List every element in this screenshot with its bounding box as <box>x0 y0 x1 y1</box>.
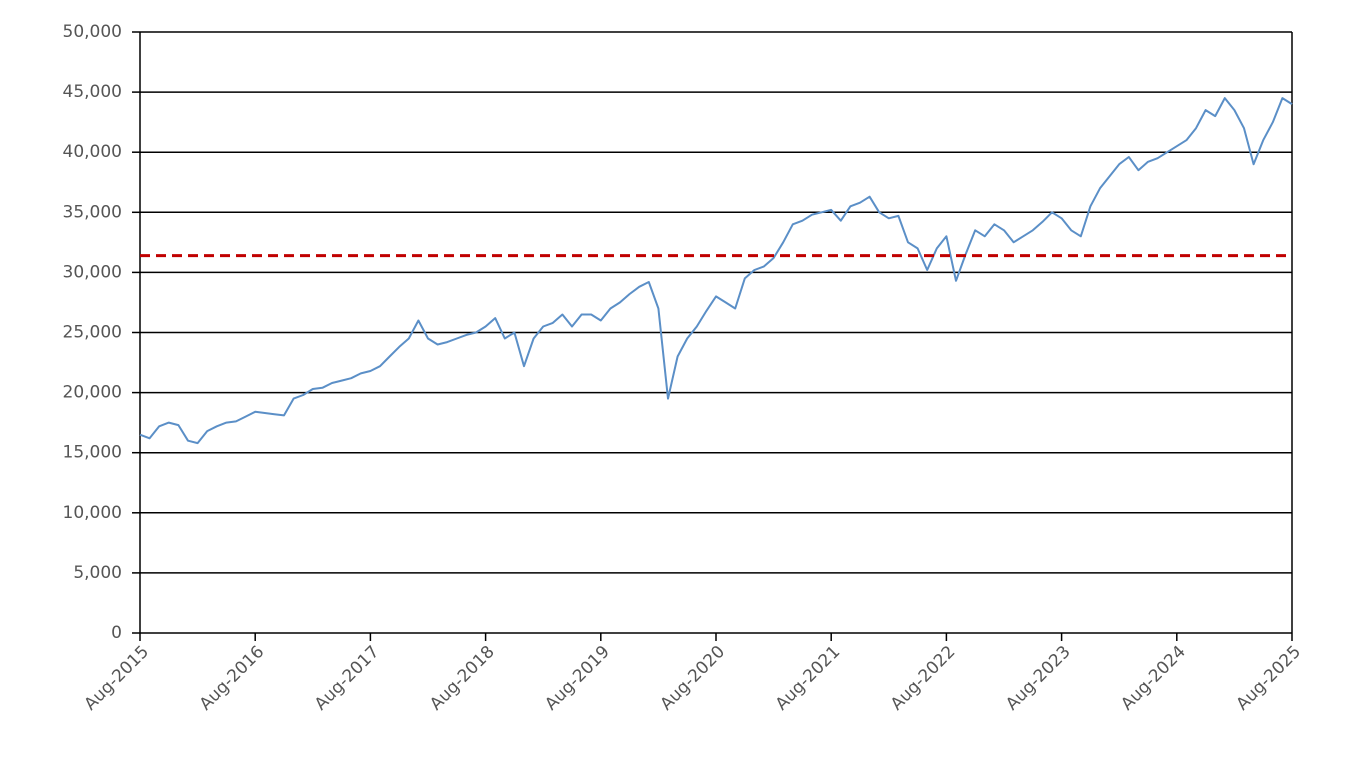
x-tick-label: Aug-2020 <box>657 642 730 715</box>
x-tick-label: Aug-2021 <box>772 642 845 715</box>
x-tick-label: Aug-2017 <box>311 642 384 715</box>
x-tick-label: Aug-2018 <box>426 642 499 715</box>
series-line <box>139 97 1293 445</box>
y-tick-label: 40,000 <box>63 142 122 162</box>
x-tick-label: Aug-2023 <box>1002 642 1075 715</box>
y-tick-label: 15,000 <box>63 443 122 463</box>
x-tick-label: Aug-2015 <box>81 642 154 715</box>
x-tick-label: Aug-2016 <box>196 642 269 715</box>
y-tick-label: 10,000 <box>63 503 122 523</box>
x-tick-label: Aug-2024 <box>1117 642 1190 715</box>
x-tick-label: Aug-2019 <box>541 642 614 715</box>
y-tick-label: 0 <box>111 623 122 643</box>
y-tick-label: 45,000 <box>63 82 122 102</box>
y-tick-label: 30,000 <box>63 262 122 282</box>
x-tick-label: Aug-2022 <box>887 642 960 715</box>
y-tick-label: 35,000 <box>63 202 122 222</box>
y-tick-label: 5,000 <box>73 563 122 583</box>
y-tick-label: 20,000 <box>63 383 122 403</box>
y-tick-label: 50,000 <box>63 22 122 42</box>
x-tick-label: Aug-2025 <box>1233 642 1306 715</box>
y-tick-label: 25,000 <box>63 323 122 343</box>
